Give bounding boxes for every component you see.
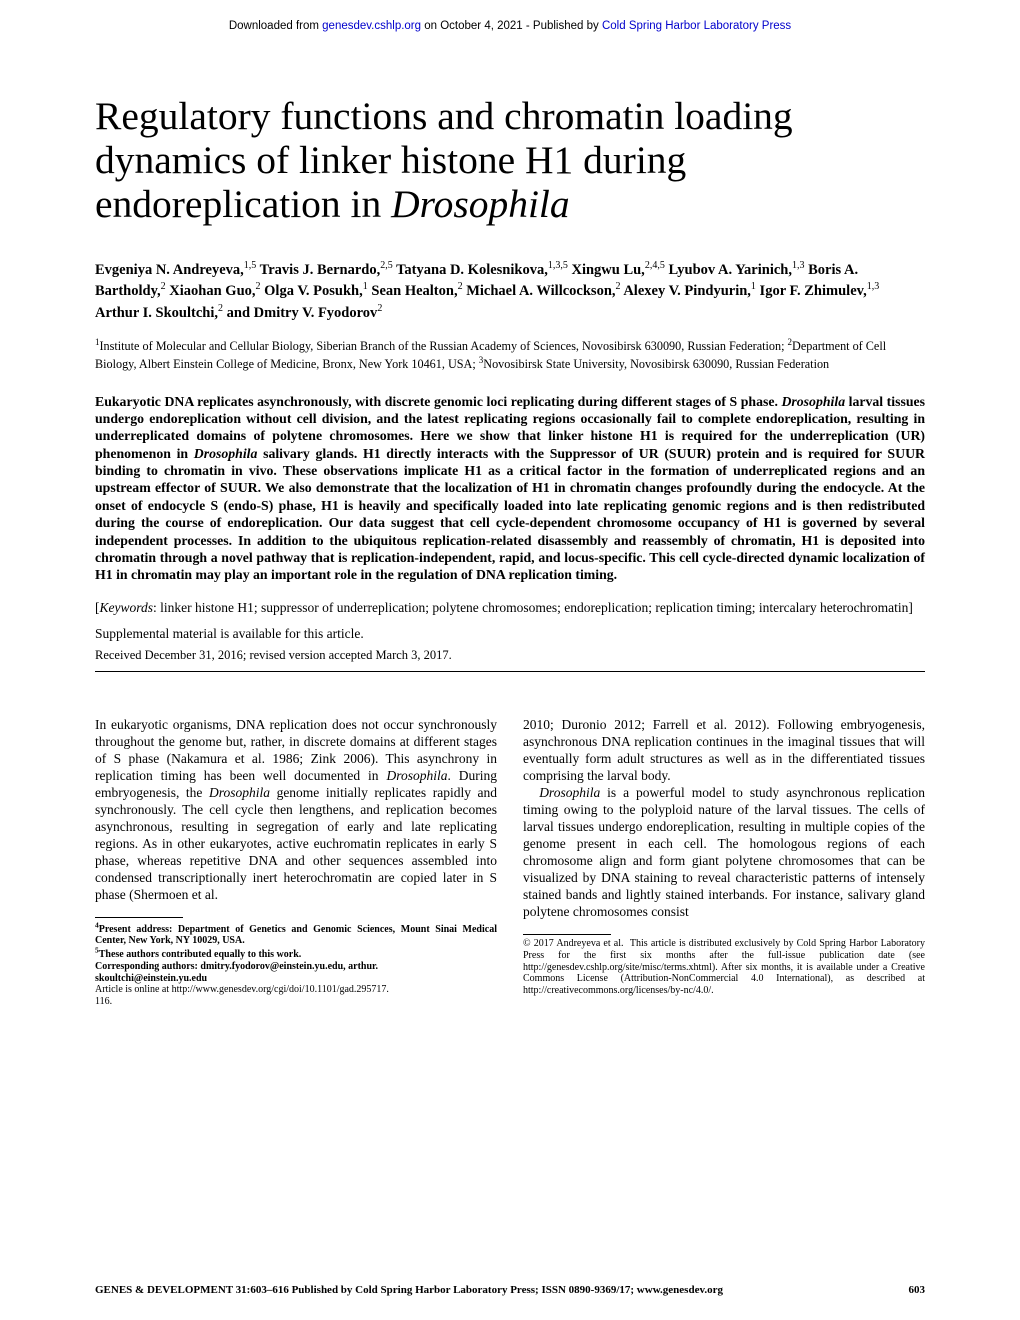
download-prefix: Downloaded from — [229, 20, 322, 32]
download-mid: on October 4, 2021 - Published by — [421, 20, 602, 32]
received-dates: Received December 31, 2016; revised vers… — [95, 648, 925, 663]
body-right-para-1: 2010; Duronio 2012; Farrell et al. 2012)… — [523, 716, 925, 784]
footnotes-divider — [95, 917, 183, 918]
column-right: 2010; Duronio 2012; Farrell et al. 2012)… — [523, 716, 925, 1007]
footer-page-number: 603 — [885, 1284, 925, 1296]
body-columns: In eukaryotic organisms, DNA replication… — [95, 716, 925, 1007]
footer-citation: GENES & DEVELOPMENT 31:603–616 Published… — [95, 1284, 885, 1296]
abstract: Eukaryotic DNA replicates asynchronously… — [95, 393, 925, 584]
copyright-block: © 2017 Andreyeva et al. This article is … — [523, 938, 925, 996]
column-left: In eukaryotic organisms, DNA replication… — [95, 716, 497, 1007]
footnotes-left: 4Present address: Department of Genetics… — [95, 921, 497, 1007]
body-right-para-2: Drosophila is a powerful model to study … — [523, 784, 925, 920]
page-footer: GENES & DEVELOPMENT 31:603–616 Published… — [95, 1284, 925, 1296]
keywords: [Keywords: linker histone H1; suppressor… — [95, 599, 925, 617]
article-title: Regulatory functions and chromatin loadi… — [95, 95, 925, 227]
title-italic: Drosophila — [391, 182, 570, 226]
body-left-para: In eukaryotic organisms, DNA replication… — [95, 716, 497, 903]
download-publisher-link[interactable]: Cold Spring Harbor Laboratory Press — [602, 20, 791, 32]
section-divider — [95, 671, 925, 672]
authors: Evgeniya N. Andreyeva,1,5 Travis J. Bern… — [95, 259, 925, 324]
supplemental-note: Supplemental material is available for t… — [95, 626, 925, 642]
download-banner: Downloaded from genesdev.cshlp.org on Oc… — [95, 20, 925, 32]
download-source-link[interactable]: genesdev.cshlp.org — [322, 20, 421, 32]
copyright-divider — [523, 934, 611, 935]
affiliations: 1Institute of Molecular and Cellular Bio… — [95, 337, 925, 372]
